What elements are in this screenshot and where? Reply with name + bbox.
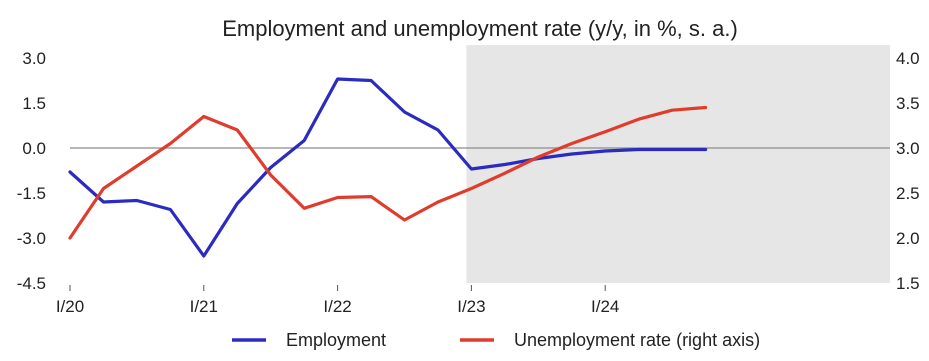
legend-label: Unemployment rate (right axis) — [514, 330, 760, 350]
chart-title: Employment and unemployment rate (y/y, i… — [222, 16, 738, 41]
left-axis-tick-label: -3.0 — [17, 229, 46, 248]
right-axis-tick-label: 3.0 — [896, 139, 920, 158]
forecast-shading — [466, 45, 890, 283]
right-axis-tick-label: 3.5 — [896, 94, 920, 113]
left-axis-tick-label: 0.0 — [22, 139, 46, 158]
left-axis-tick-label: -4.5 — [17, 274, 46, 293]
series-line-employment — [68, 77, 708, 258]
x-axis-tick-label: I/23 — [457, 297, 485, 316]
right-axis-tick-label: 1.5 — [896, 274, 920, 293]
x-axis-tick-label: I/21 — [190, 297, 218, 316]
left-axis-tick-label: 3.0 — [22, 49, 46, 68]
left-axis-tick-label: -1.5 — [17, 184, 46, 203]
x-axis-tick-label: I/20 — [56, 297, 84, 316]
right-axis-tick-label: 4.0 — [896, 49, 920, 68]
x-axis-tick-label: I/24 — [591, 297, 619, 316]
x-axis-tick-label: I/22 — [323, 297, 351, 316]
series-line-unemployment-rate — [68, 105, 708, 240]
right-axis-tick-label: 2.5 — [896, 184, 920, 203]
right-axis-tick-label: 2.0 — [896, 229, 920, 248]
left-axis-tick-label: 1.5 — [22, 94, 46, 113]
legend-label: Employment — [286, 330, 386, 350]
